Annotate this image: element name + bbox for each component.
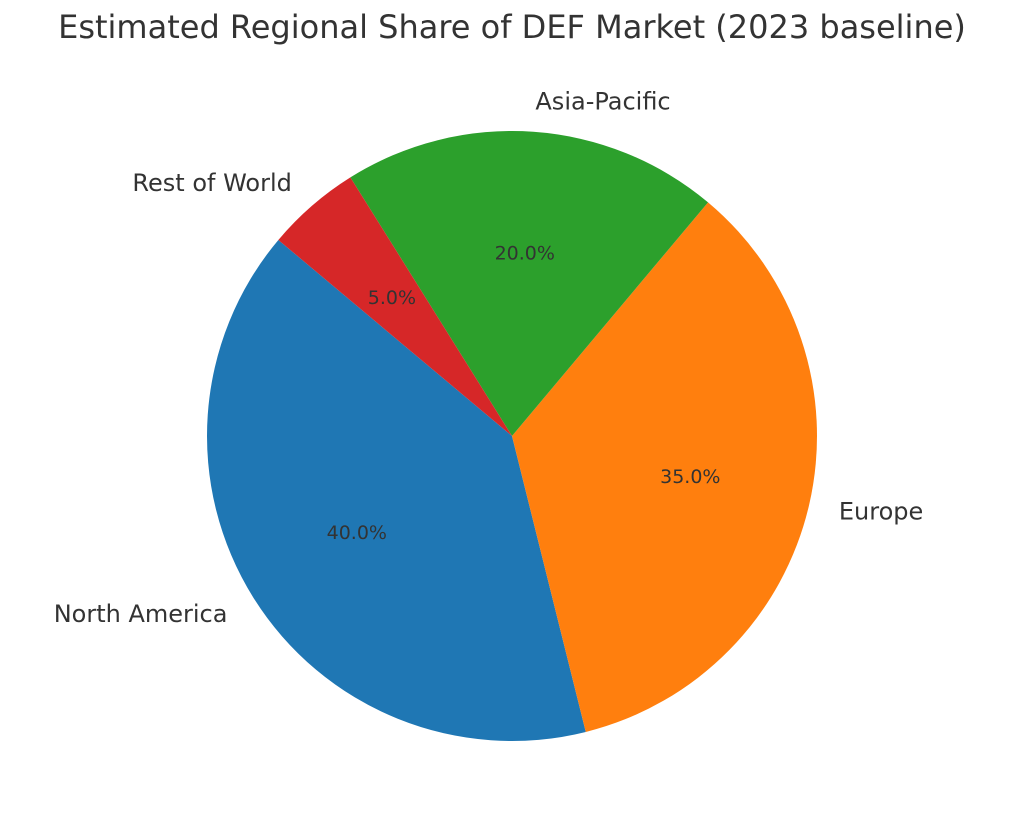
slice-label-europe: Europe [839,497,923,525]
pie-slice-europe [512,202,817,732]
chart-title: Estimated Regional Share of DEF Market (… [58,8,966,46]
slice-label-north-america: North America [54,600,228,628]
pie-slice-asia-pacific [350,131,709,436]
pie-slices [207,131,817,741]
pie-slice-rest-of-world [278,177,512,436]
pct-label-north-america: 40.0% [327,522,387,544]
slice-label-asia-pacific: Asia-Pacific [535,87,670,115]
slice-label-rest-of-world: Rest of World [132,169,291,197]
pct-label-asia-pacific: 20.0% [495,242,555,264]
pie-labels: North America 40.0% Europe 35.0% Asia-Pacifi… [54,87,924,627]
pct-label-europe: 35.0% [660,466,720,488]
pct-label-rest-of-world: 5.0% [368,287,416,309]
pie-slice-north-america [207,239,586,741]
